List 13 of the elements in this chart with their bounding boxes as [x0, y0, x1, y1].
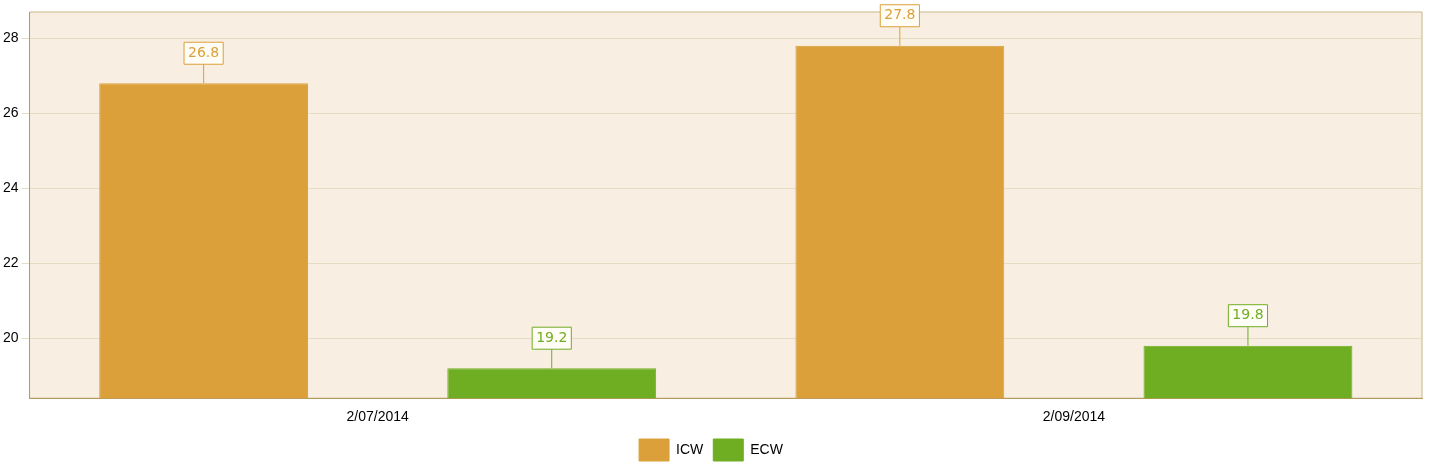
y-tick-label: 24	[2, 179, 19, 196]
y-tick-label: 26	[2, 104, 19, 121]
x-tick-label: 2/07/2014	[346, 408, 410, 425]
data-label: 19.8	[1232, 306, 1264, 323]
x-tick-label: 2/09/2014	[1042, 408, 1106, 425]
y-tick-label: 22	[2, 254, 19, 271]
data-label: 27.8	[884, 6, 916, 23]
legend-label: ECW	[750, 440, 784, 457]
y-tick-label: 28	[2, 29, 19, 46]
y-tick-label: 20	[2, 329, 19, 346]
data-label: 26.8	[188, 43, 220, 60]
legend-label: ICW	[676, 440, 705, 457]
data-label: 19.2	[536, 328, 568, 345]
